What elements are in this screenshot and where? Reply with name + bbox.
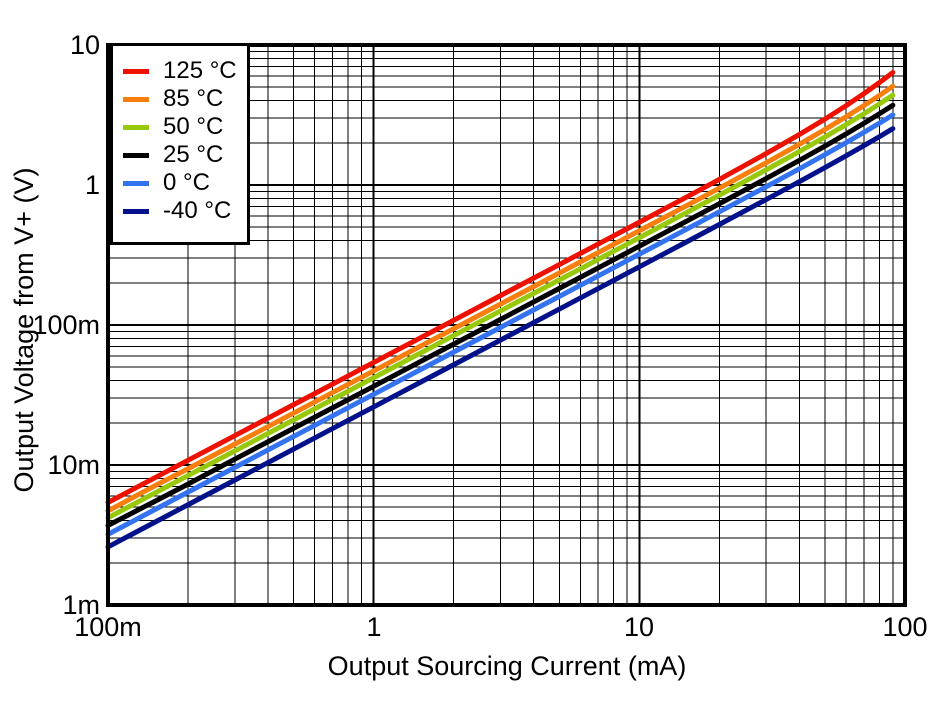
plot-border	[106, 43, 907, 607]
legend-swatch-0c	[123, 180, 149, 186]
y-tick-label: 10m	[47, 450, 100, 480]
legend-box: 125 °C 85 °C 50 °C 25 °C 0 °C -40 °C	[110, 43, 250, 245]
legend-label: 25 °C	[163, 141, 224, 168]
legend-label: 50 °C	[163, 113, 224, 140]
x-tick-label: 10	[623, 612, 655, 642]
legend-item-85c: 85 °C	[113, 85, 247, 113]
x-tick-label: 1	[366, 612, 382, 642]
curve-85c	[105, 83, 896, 514]
legend-item-25c: 25 °C	[113, 141, 247, 169]
legend-swatch-85c	[123, 96, 149, 102]
y-tick-label: 10	[69, 30, 100, 60]
x-tick-label: 100	[882, 612, 928, 642]
y-tick-label: 1m	[62, 590, 100, 620]
x-axis-title: Output Sourcing Current (mA)	[327, 651, 687, 681]
y-tick-label: 1	[84, 170, 100, 200]
y-axis-title: Output Voltage from V+ (V)	[9, 167, 39, 493]
legend-label: 125 °C	[163, 57, 237, 84]
legend-item-minus40c: -40 °C	[113, 197, 247, 225]
curve-125c	[105, 69, 896, 505]
legend-swatch-125c	[123, 68, 149, 74]
legend-swatch-25c	[123, 152, 149, 158]
curve-25c	[105, 102, 896, 528]
legend-item-0c: 0 °C	[113, 169, 247, 197]
legend-label: -40 °C	[163, 197, 232, 224]
legend-swatch-minus40c	[123, 208, 149, 214]
curve--40c	[105, 126, 896, 550]
y-tick-label: 100m	[32, 310, 100, 340]
legend-label: 85 °C	[163, 85, 224, 112]
curve-0c	[105, 112, 896, 537]
curve-50c	[105, 92, 896, 521]
legend-label: 0 °C	[163, 169, 210, 196]
legend-swatch-50c	[123, 124, 149, 130]
x-tick-label: 100m	[74, 612, 142, 642]
legend-item-50c: 50 °C	[113, 113, 247, 141]
legend-item-125c: 125 °C	[113, 57, 247, 85]
